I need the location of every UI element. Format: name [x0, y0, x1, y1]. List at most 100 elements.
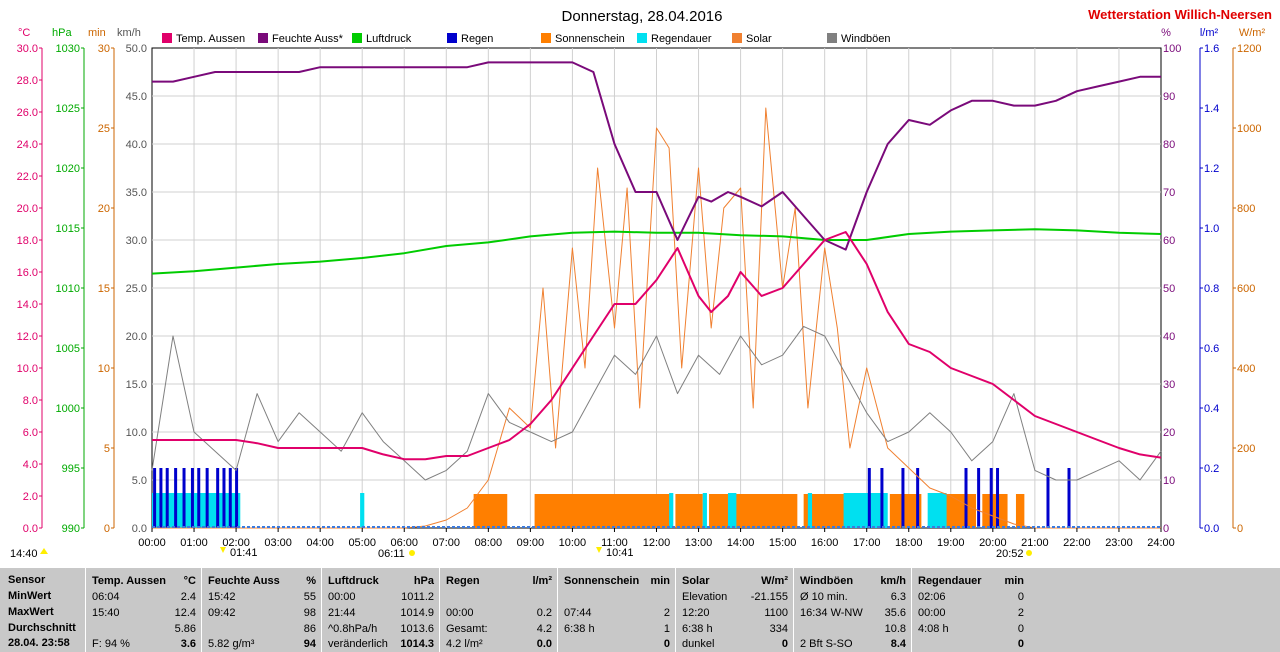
x-tick-label: 02:00 — [222, 537, 250, 549]
rain-duration-bar — [727, 493, 737, 528]
summary-unit: km/h — [880, 575, 906, 587]
summary-column: Windböen km/h Ø 10 min. 6.3 16:34 W-NW 35.6 10… — [796, 568, 910, 652]
x-tick-label: 21:00 — [1021, 537, 1049, 549]
legend-label: Regendauer — [651, 33, 712, 45]
summary-current-label: 2 Bft S-SO — [800, 638, 853, 650]
summary-max-label: 15:40 — [92, 607, 120, 619]
unit-hum: % — [1161, 27, 1171, 39]
y-tick-label-temp: 0.0 — [23, 523, 38, 535]
summary-unit: % — [306, 575, 316, 587]
sunrise-icon — [409, 550, 415, 556]
summary-title: Solar — [682, 575, 710, 587]
y-tick-label-hum: 0 — [1163, 523, 1169, 535]
summary-current-label: F: 94 % — [92, 638, 130, 650]
y-tick-label-sun: 5 — [104, 443, 110, 455]
rain-bar — [182, 468, 186, 528]
rain-bar — [222, 468, 226, 528]
summary-current-value: 0 — [1017, 638, 1024, 650]
y-tick-label-sun: 30 — [98, 43, 110, 55]
y-tick-label-temp: 28.0 — [17, 75, 38, 87]
y-tick-label-hum: 40 — [1163, 331, 1175, 343]
y-tick-label-solar: 1000 — [1237, 123, 1261, 135]
rain-duration-bar — [152, 493, 241, 528]
summary-column: Temp. Aussen °C 06:04 2.4 15:40 12.4 5.86 F: 94… — [88, 568, 200, 652]
legend-swatch — [732, 33, 742, 43]
summary-title: Feuchte Auss — [208, 575, 280, 587]
summary-min-value: 2.4 — [180, 591, 196, 603]
legend-label: Luftdruck — [366, 33, 412, 45]
y-tick-label-solar: 1200 — [1237, 43, 1261, 55]
y-tick-label-hum: 20 — [1163, 427, 1175, 439]
rain-bar — [996, 468, 1000, 528]
summary-title: Sonnenschein — [564, 575, 640, 587]
summary-column: Sonnenschein min 07:44 2 6:38 h 1 0 — [560, 568, 674, 652]
y-tick-label-press: 1010 — [56, 283, 80, 295]
y-tick-label-rain: 1.0 — [1204, 223, 1219, 235]
moon-marker-b-time: 10:41 — [606, 547, 634, 559]
x-tick-label: 12:00 — [643, 537, 671, 549]
summary-separator — [557, 568, 558, 652]
moon-marker-a-time: 01:41 — [230, 547, 258, 559]
summary-unit: min — [650, 575, 670, 587]
rain-bar — [977, 468, 981, 528]
summary-separator — [793, 568, 794, 652]
unit-wind: km/h — [117, 27, 141, 39]
y-tick-label-rain: 0.2 — [1204, 463, 1219, 475]
rain-bar — [174, 468, 178, 528]
chart-legend: Temp. Aussen Feuchte Auss* Luftdruck Regen S… — [162, 33, 891, 45]
unit-temp: °C — [18, 27, 30, 39]
y-tick-label-temp: 24.0 — [17, 139, 38, 151]
summary-separator — [675, 568, 676, 652]
rain-bar — [228, 468, 232, 528]
summary-max-value: 2 — [663, 607, 670, 619]
summary-column: Regendauer min 02:06 0 00:00 2 4:08 h 0 0 — [914, 568, 1028, 652]
x-tick-label: 00:00 — [138, 537, 166, 549]
y-tick-label-wind: 25.0 — [126, 283, 147, 295]
chart-grid — [151, 47, 1162, 529]
legend-swatch — [352, 33, 362, 43]
rain-bar — [235, 468, 239, 528]
y-tick-label-wind: 30.0 — [126, 235, 147, 247]
summary-separator — [439, 568, 440, 652]
row-label-min: MinWert — [8, 590, 52, 602]
summary-avg-value: 334 — [769, 623, 788, 635]
sunrise-time: 06:11 — [378, 548, 405, 560]
y-tick-label-solar: 800 — [1237, 203, 1255, 215]
summary-separator — [911, 568, 912, 652]
y-tick-label-sun: 10 — [98, 363, 110, 375]
unit-rain: l/m² — [1200, 27, 1219, 39]
summary-current-value: 0 — [663, 638, 670, 650]
legend-swatch — [447, 33, 457, 43]
sunshine-bar — [534, 494, 672, 528]
legend-label: Feuchte Auss* — [272, 33, 344, 45]
y-tick-label-sun: 25 — [98, 123, 110, 135]
summary-current-value: 0 — [781, 638, 788, 650]
series-line-feuchte-auss- — [152, 61, 1161, 251]
y-tick-label-temp: 12.0 — [17, 331, 38, 343]
series-line-windb-en — [151, 325, 1162, 481]
y-tick-label-press: 1030 — [56, 43, 80, 55]
summary-min-label: 15:42 — [208, 591, 236, 603]
summary-current-value: 0.0 — [536, 638, 552, 650]
row-label-sensor: Sensor — [8, 574, 46, 586]
unit-press: hPa — [52, 27, 72, 39]
rain-bar — [916, 468, 920, 528]
x-tick-label: 03:00 — [264, 537, 292, 549]
rain-bar — [901, 468, 905, 528]
summary-current-value: 1014.3 — [400, 638, 434, 650]
rain-bar — [216, 468, 220, 528]
legend-label: Regen — [461, 33, 493, 45]
summary-max-value: 0.2 — [536, 607, 552, 619]
station-name: Wetterstation Willich-Neersen — [1088, 7, 1272, 22]
x-tick-label: 14:00 — [727, 537, 755, 549]
y-tick-label-temp: 8.0 — [23, 395, 38, 407]
summary-min-value: 1011.2 — [401, 591, 434, 603]
summary-panel: Sensor MinWert MaxWert Durchschnitt 28.0… — [0, 568, 1280, 652]
y-tick-label-rain: 0.6 — [1204, 343, 1219, 355]
y-tick-label-temp: 22.0 — [17, 171, 38, 183]
summary-unit: min — [1004, 575, 1024, 587]
y-tick-label-hum: 70 — [1163, 187, 1175, 199]
y-tick-label-hum: 80 — [1163, 139, 1175, 151]
y-tick-label-press: 1000 — [56, 403, 80, 415]
legend-label: Solar — [746, 33, 772, 45]
